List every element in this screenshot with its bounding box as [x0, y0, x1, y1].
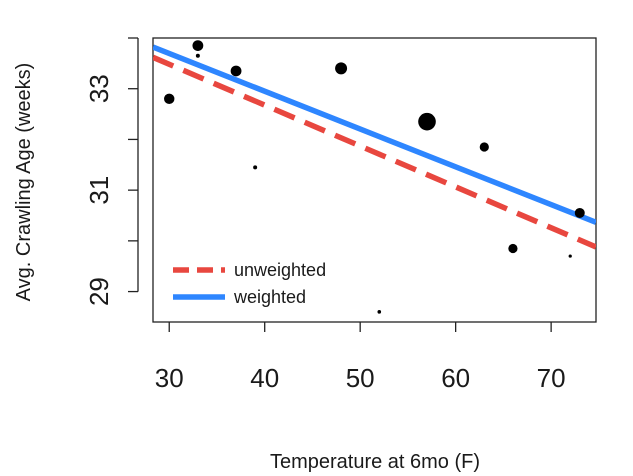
y-axis: 29 31 33 — [84, 37, 139, 306]
data-point — [335, 62, 348, 75]
x-tick-label: 50 — [346, 363, 375, 393]
x-tick-label: 40 — [250, 363, 279, 393]
y-tick-label: 33 — [84, 74, 114, 103]
data-point — [195, 53, 200, 58]
y-tick-label: 29 — [84, 277, 114, 306]
regression-line-unweighted — [153, 54, 596, 250]
y-tick-label: 31 — [84, 176, 114, 205]
x-tick-label: 30 — [155, 363, 184, 393]
legend-label-weighted: weighted — [233, 287, 306, 307]
x-axis-label: Temperature at 6mo (F) — [270, 451, 480, 473]
x-tick-label: 70 — [537, 363, 566, 393]
x-axis: 30 40 50 60 70 — [155, 322, 566, 393]
data-point — [418, 112, 436, 131]
data-point — [574, 207, 585, 218]
data-point — [164, 93, 175, 105]
data-point — [230, 65, 242, 77]
regression-line-weighted — [153, 44, 596, 225]
legend: unweighted weighted — [173, 260, 326, 307]
data-point — [568, 254, 572, 258]
data-point — [192, 40, 204, 52]
legend-label-unweighted: unweighted — [234, 260, 326, 280]
data-point — [479, 142, 489, 152]
x-tick-label: 60 — [441, 363, 470, 393]
data-point — [377, 310, 382, 314]
data-point — [253, 165, 258, 170]
data-point — [508, 243, 518, 254]
data-points — [164, 40, 585, 314]
plot-frame — [152, 37, 597, 323]
regression-lines — [153, 44, 596, 250]
y-axis-label: Avg. Crawling Age (weeks) — [13, 63, 35, 302]
